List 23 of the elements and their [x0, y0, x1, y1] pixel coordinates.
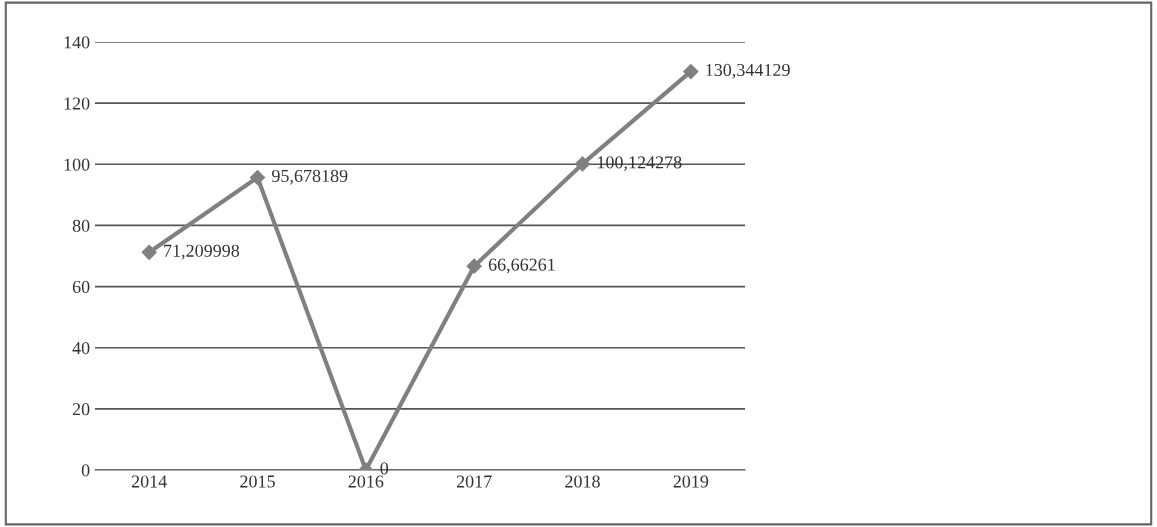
text: 95,678189	[271, 169, 348, 185]
point	[249, 169, 266, 186]
y-tick-label: 80	[72, 219, 90, 232]
y-tick-label: 120	[64, 97, 90, 110]
x-tick-label: 2017	[456, 475, 492, 488]
y-tick-label: 20	[72, 403, 90, 416]
x-tick-label: 2015	[240, 475, 275, 488]
text: 66,66261	[488, 258, 555, 274]
point	[466, 258, 482, 274]
x-tick-label: 2018	[565, 475, 600, 488]
y-tick-label: 40	[72, 341, 90, 355]
y-tick-label: 0	[81, 464, 90, 477]
y-tick-label: 100	[64, 158, 90, 171]
y-tick-label: 60	[72, 280, 90, 294]
x-tick-label: 2019	[673, 475, 709, 488]
text: 71,209998	[164, 244, 240, 260]
x-tick-label: 2016	[348, 475, 384, 488]
text: 130,344129	[706, 63, 790, 79]
y-tick-label: 140	[64, 36, 90, 49]
point	[683, 63, 699, 80]
x-tick-label: 2014	[131, 475, 167, 488]
point	[141, 244, 157, 260]
point	[574, 156, 591, 172]
